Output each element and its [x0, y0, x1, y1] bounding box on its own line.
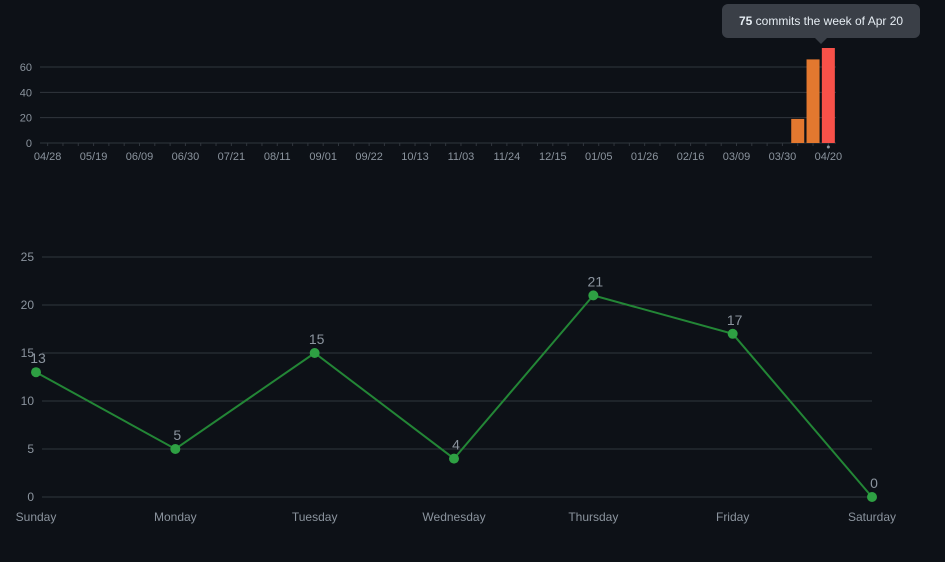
bar-y-tick-label: 60 [20, 62, 32, 74]
data-label: 0 [870, 475, 878, 491]
data-label: 4 [452, 437, 460, 453]
bar-x-tick-label: 05/19 [80, 151, 108, 163]
bar-x-tick-label: 07/21 [218, 151, 246, 163]
data-label: 5 [173, 427, 181, 443]
bar-x-tick-label: 04/20 [815, 151, 843, 163]
bar [821, 48, 835, 143]
bar-x-tick-label: 08/11 [264, 151, 291, 163]
data-point [309, 348, 320, 358]
line-y-tick-label: 20 [21, 298, 35, 312]
bar-y-tick-label: 20 [20, 113, 32, 125]
line-y-tick-label: 5 [27, 442, 34, 456]
bar-x-tick-label: 11/03 [448, 151, 475, 163]
tooltip-commit-count: 75 [738, 14, 753, 28]
bar-x-tick-label: 03/09 [723, 151, 751, 163]
data-label: 13 [30, 350, 46, 366]
bar-x-tick-label: 10/13 [401, 151, 429, 163]
bar-x-tick-label: 06/09 [126, 151, 154, 163]
bar-x-tick-label: 12/15 [539, 151, 567, 163]
line-x-tick-label: Monday [154, 510, 197, 524]
data-point [867, 492, 877, 502]
bar-x-tick-label: 02/16 [677, 151, 705, 163]
bar-x-tick-label: 09/22 [355, 151, 383, 163]
tooltip-text: commits the week of Apr 20 [752, 14, 904, 28]
highlight-marker [826, 145, 830, 149]
bar-x-tick-label: 03/30 [769, 151, 797, 163]
bar-x-tick-label: 04/28 [34, 151, 62, 163]
data-point [31, 367, 41, 378]
bar-x-tick-label: 01/26 [631, 151, 659, 163]
data-label: 21 [588, 273, 604, 289]
line-y-tick-label: 25 [21, 250, 35, 264]
bar-x-tick-label: 09/01 [309, 151, 337, 163]
data-point [170, 444, 181, 454]
bar [791, 118, 805, 143]
bar-y-tick-label: 40 [20, 87, 32, 99]
line-y-tick-label: 15 [21, 346, 35, 360]
bar-tooltip: 75 commits the week of Apr 20 [722, 4, 920, 44]
line-x-tick-label: Tuesday [292, 510, 338, 524]
line-y-tick-label: 0 [27, 490, 34, 504]
line-x-tick-label: Sunday [16, 510, 57, 524]
data-label: 17 [727, 312, 743, 328]
line-y-tick-label: 10 [21, 394, 35, 408]
line-x-tick-label: Saturday [848, 510, 896, 524]
line-x-tick-label: Friday [716, 510, 749, 524]
bar [806, 59, 820, 143]
data-point [588, 290, 599, 301]
bar-x-tick-label: 06/30 [172, 151, 200, 163]
line-x-tick-label: Wednesday [422, 510, 485, 524]
bar-x-tick-label: 11/24 [494, 151, 521, 163]
bar-x-tick-label: 01/05 [585, 151, 613, 163]
data-point [727, 328, 738, 339]
data-label: 15 [309, 331, 325, 347]
line-x-tick-label: Thursday [568, 510, 618, 524]
bar-y-tick-label: 0 [26, 138, 32, 150]
series-line [35, 294, 873, 498]
daily-commits-line-chart: 0 5 10 15 20 25 13 5 15 4 21 17 0 Sunday Monday Tuesday… [16, 250, 896, 524]
data-point [449, 453, 459, 464]
weekly-commits-bar-chart: 0 20 40 60 04/28 05/19 06/09 06/30 07/21 08/11 09/… [20, 48, 843, 163]
